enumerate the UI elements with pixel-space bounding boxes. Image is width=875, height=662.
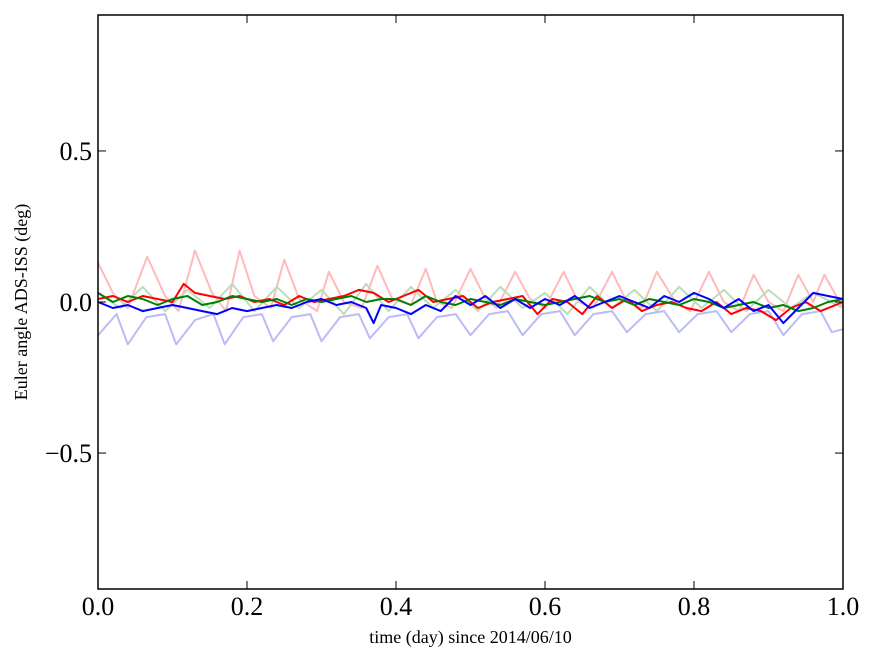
series-line-2 — [97, 310, 844, 346]
x-tick-label: 0.6 — [529, 592, 562, 621]
x-tick-label: 0.0 — [82, 592, 115, 621]
x-tick-label: 0.4 — [380, 592, 413, 621]
y-tick-label: 0.0 — [60, 288, 93, 317]
x-axis-label: time (day) since 2014/06/10 — [369, 627, 571, 648]
y-axis-label: Euler angle ADS-ISS (deg) — [11, 204, 32, 400]
series-line-5 — [97, 291, 844, 325]
x-tick-label: 0.8 — [678, 592, 711, 621]
y-tick-label: −0.5 — [45, 439, 92, 468]
series-layer — [97, 249, 844, 346]
x-tick-label: 1.0 — [827, 592, 860, 621]
x-tick-label: 0.2 — [231, 592, 264, 621]
series-line-3 — [97, 282, 844, 322]
y-tick-label: 0.5 — [60, 137, 93, 166]
tick-layer: 0.0 0.2 0.4 0.6 0.8 1.0 0.5 0.0 −0.5 — [45, 15, 859, 621]
